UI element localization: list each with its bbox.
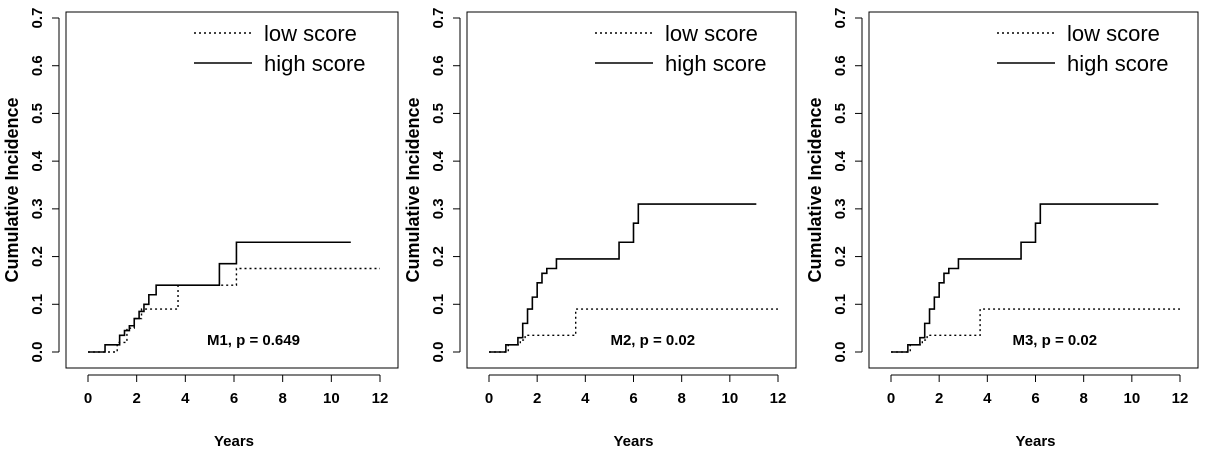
y-tick-label: 0.7 bbox=[832, 8, 849, 29]
y-tick-label: 0.5 bbox=[29, 103, 46, 124]
x-axis-title: Years bbox=[214, 433, 254, 450]
legend: low score high score bbox=[595, 21, 767, 76]
x-tick-label: 4 bbox=[983, 390, 992, 407]
y-tick-label: 0.2 bbox=[29, 246, 46, 267]
y-tick-label: 0.7 bbox=[430, 8, 447, 29]
x-tick-label: 4 bbox=[581, 390, 590, 407]
y-tick-label: 0.2 bbox=[430, 246, 447, 267]
annotation-text: M1, p = 0.649 bbox=[207, 332, 300, 349]
y-axis-title: Cumulative Incidence bbox=[2, 97, 22, 282]
x-tick-label: 0 bbox=[887, 390, 895, 407]
y-tick-label: 0.4 bbox=[430, 150, 447, 172]
x-tick-label: 12 bbox=[1172, 390, 1189, 407]
x-axis-title: Years bbox=[613, 433, 653, 450]
x-tick-label: 6 bbox=[230, 390, 238, 407]
y-tick-label: 0.2 bbox=[832, 246, 849, 267]
legend-label: low score bbox=[665, 21, 758, 46]
legend: low score high score bbox=[194, 21, 366, 76]
x-tick-label: 4 bbox=[181, 390, 190, 407]
y-tick-label: 0.0 bbox=[430, 342, 447, 363]
legend-label: high score bbox=[1067, 51, 1169, 76]
series-line-low-score bbox=[88, 267, 380, 353]
y-tick-label: 0.0 bbox=[29, 342, 46, 363]
x-tick-label: 2 bbox=[935, 390, 943, 407]
y-tick-label: 0.6 bbox=[430, 55, 447, 76]
x-tick-label: 10 bbox=[323, 390, 340, 407]
y-tick-label: 0.7 bbox=[29, 8, 46, 29]
y-tick-label: 0.5 bbox=[832, 103, 849, 124]
y-axis-title: Cumulative Incidence bbox=[805, 97, 825, 282]
legend-label: high score bbox=[264, 51, 366, 76]
plot-frame bbox=[65, 11, 399, 369]
y-tick-label: 0.4 bbox=[832, 150, 849, 172]
x-tick-label: 12 bbox=[770, 390, 787, 407]
chart-panel-3: 0 2 4 6 8 10 12 0.0 0.1 0.2 0.3 0.4 0.5 0.6 0.7 Cumulat… bbox=[805, 8, 1199, 450]
x-tick-label: 8 bbox=[677, 390, 685, 407]
legend-label: high score bbox=[665, 51, 767, 76]
x-tick-label: 6 bbox=[629, 390, 637, 407]
legend-label: low score bbox=[264, 21, 357, 46]
legend: low score high score bbox=[997, 21, 1169, 76]
x-tick-label: 10 bbox=[1123, 390, 1140, 407]
series-line-high-score bbox=[88, 241, 351, 353]
x-tick-label: 0 bbox=[84, 390, 92, 407]
y-tick-label: 0.1 bbox=[430, 294, 447, 315]
x-tick-label: 0 bbox=[485, 390, 493, 407]
chart-panel-2: 0 2 4 6 8 10 12 0.0 0.1 0.2 0.3 0.4 0.5 0.6 0.7 Cumulat… bbox=[403, 8, 797, 450]
series-line-high-score bbox=[891, 203, 1159, 353]
plot-frame bbox=[466, 11, 797, 369]
y-tick-label: 0.0 bbox=[832, 342, 849, 363]
y-tick-label: 0.4 bbox=[29, 150, 46, 172]
plot-frame bbox=[868, 11, 1199, 369]
y-tick-label: 0.5 bbox=[430, 103, 447, 124]
x-tick-label: 8 bbox=[1079, 390, 1087, 407]
legend-label: low score bbox=[1067, 21, 1160, 46]
chart-panel-1: 0 2 4 6 8 10 12 0.0 0.1 0.2 0.3 0.4 0.5 0.6 0.7 Cumulat… bbox=[2, 8, 399, 450]
y-tick-label: 0.3 bbox=[832, 198, 849, 219]
y-tick-label: 0.1 bbox=[29, 294, 46, 315]
x-tick-label: 6 bbox=[1031, 390, 1039, 407]
y-tick-label: 0.1 bbox=[832, 294, 849, 315]
x-tick-label: 10 bbox=[721, 390, 738, 407]
x-tick-label: 2 bbox=[533, 390, 541, 407]
x-axis-title: Years bbox=[1015, 433, 1055, 450]
y-tick-label: 0.6 bbox=[29, 55, 46, 76]
series-line-high-score bbox=[489, 203, 757, 353]
y-tick-label: 0.3 bbox=[29, 198, 46, 219]
y-axis-title: Cumulative Incidence bbox=[403, 97, 423, 282]
annotation-text: M3, p = 0.02 bbox=[1012, 332, 1097, 349]
y-tick-label: 0.3 bbox=[430, 198, 447, 219]
annotation-text: M2, p = 0.02 bbox=[610, 332, 695, 349]
x-tick-label: 12 bbox=[372, 390, 389, 407]
x-tick-label: 2 bbox=[132, 390, 140, 407]
y-tick-label: 0.6 bbox=[832, 55, 849, 76]
x-tick-label: 8 bbox=[278, 390, 286, 407]
